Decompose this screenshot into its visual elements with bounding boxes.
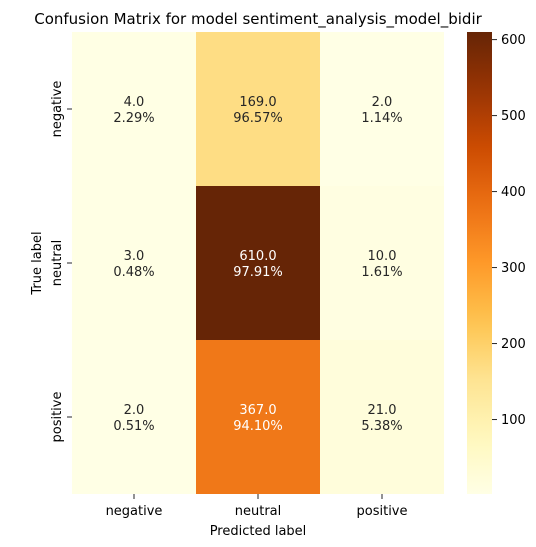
colorbar-tick-label: 100 — [501, 413, 526, 428]
cell-count-label: 2.0 — [372, 95, 393, 110]
colorbar-tick-label: 200 — [501, 337, 526, 352]
y-axis-label: True label — [30, 231, 45, 295]
y-tick-label: positive — [50, 392, 65, 443]
heatmap-cell — [320, 32, 444, 186]
heatmap-cell — [72, 340, 196, 494]
colorbar-tick-label: 600 — [501, 33, 526, 48]
cell-percent-label: 2.29% — [113, 111, 154, 126]
y-axis: negative neutral positive — [50, 81, 72, 443]
y-tick-label: negative — [50, 81, 65, 138]
cell-percent-label: 94.10% — [233, 419, 283, 434]
cell-percent-label: 96.57% — [233, 111, 283, 126]
x-tick-label: negative — [106, 504, 163, 519]
cell-percent-label: 0.48% — [113, 265, 154, 280]
cell-percent-label: 0.51% — [113, 419, 154, 434]
heatmap-cell — [196, 186, 320, 340]
cell-count-label: 4.0 — [124, 95, 145, 110]
colorbar-tick-label: 400 — [501, 185, 526, 200]
cell-count-label: 3.0 — [124, 249, 145, 264]
colorbar: 100 200 300 400 500 600 — [467, 32, 526, 494]
cell-count-label: 367.0 — [239, 403, 276, 418]
heatmap-cell — [72, 186, 196, 340]
cell-count-label: 21.0 — [368, 403, 397, 418]
x-tick-label: positive — [357, 504, 408, 519]
heatmap-cell — [196, 340, 320, 494]
cell-percent-label: 5.38% — [361, 419, 402, 434]
cell-percent-label: 1.61% — [361, 265, 402, 280]
heatmap-cell-labels: 4.02.29%169.096.57%2.01.14%3.00.48%610.0… — [113, 95, 402, 434]
cell-count-label: 2.0 — [124, 403, 145, 418]
colorbar-tick-label: 500 — [501, 109, 526, 124]
heatmap-cells — [72, 32, 444, 494]
cell-percent-label: 1.14% — [361, 111, 402, 126]
cell-percent-label: 97.91% — [233, 265, 283, 280]
cell-count-label: 10.0 — [368, 249, 397, 264]
y-tick-label: neutral — [50, 240, 65, 287]
cell-count-label: 169.0 — [239, 95, 276, 110]
colorbar-tick-label: 300 — [501, 261, 526, 276]
x-axis: negative neutral positive — [106, 494, 408, 519]
x-tick-label: neutral — [235, 504, 282, 519]
heatmap-cell — [72, 32, 196, 186]
heatmap-cell — [320, 186, 444, 340]
x-axis-label: Predicted label — [210, 524, 307, 539]
cell-count-label: 610.0 — [239, 249, 276, 264]
colorbar-gradient — [467, 32, 492, 494]
heatmap-cell — [320, 340, 444, 494]
heatmap-cell — [196, 32, 320, 186]
chart-title: Confusion Matrix for model sentiment_ana… — [34, 10, 482, 29]
